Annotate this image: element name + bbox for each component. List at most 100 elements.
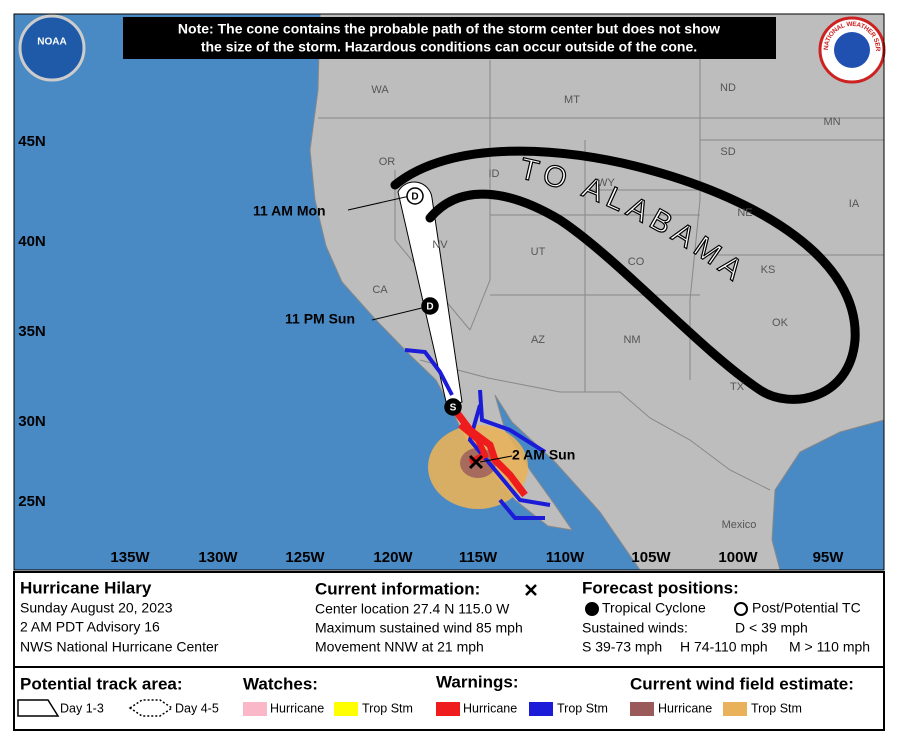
- legend-heading: Watches:: [243, 674, 318, 693]
- region-label: AZ: [531, 334, 545, 346]
- day13-icon: [17, 699, 60, 717]
- note-box: [123, 17, 776, 59]
- region-label: MN: [823, 116, 840, 128]
- watch-ts-swatch: [334, 702, 358, 716]
- forecast-marker: [444, 398, 462, 416]
- lat-label: 45N: [18, 133, 46, 150]
- sustained-winds: Sustained winds:: [582, 620, 688, 636]
- legend-heading: Potential track area:: [20, 674, 183, 693]
- border: [469, 60, 491, 331]
- region-label: Mexico: [722, 519, 757, 531]
- legend-label: Trop Stm: [557, 701, 608, 715]
- noaa-logo: [18, 14, 86, 82]
- region-label: NV: [432, 239, 448, 251]
- forecast-marker: [406, 187, 424, 205]
- map-frame: [13, 13, 885, 571]
- leader-line: [479, 455, 513, 463]
- current-icon: [525, 584, 537, 596]
- marker-letter: D: [411, 192, 418, 203]
- region-label: WY: [597, 177, 615, 189]
- tc-icon: [585, 602, 599, 616]
- legend-label: Day 4-5: [175, 701, 219, 715]
- marker-letter: D: [426, 302, 433, 313]
- forecast-heading: Forecast positions:: [582, 578, 739, 597]
- storm-title: Hurricane Hilary: [20, 578, 152, 597]
- legend-label: Hurricane: [463, 701, 517, 715]
- leaders: [347, 195, 513, 463]
- region-label: OK: [772, 317, 789, 329]
- lon-label: 130W: [198, 549, 238, 566]
- forecast-label: 2 AM Sun: [512, 447, 575, 463]
- wind-hurricane-swatch: [630, 702, 654, 716]
- lon-label: 125W: [285, 549, 325, 566]
- wind-s: S 39-73 mph: [582, 639, 662, 655]
- warn-hurricane-swatch: [436, 702, 460, 716]
- current-heading: Current information:: [315, 579, 480, 598]
- region-label: UT: [531, 246, 546, 258]
- us-mexico-border: [419, 359, 771, 491]
- wind-h: H 74-110 mph: [680, 639, 768, 655]
- legend-label: Hurricane: [270, 701, 324, 715]
- legend-label: Day 1-3: [60, 701, 104, 715]
- post-tc-label: Post/Potential TC: [752, 600, 861, 616]
- region-label: MT: [564, 94, 580, 106]
- noaa-logo-text: NOAA: [37, 37, 66, 48]
- lat-label: 25N: [18, 493, 46, 510]
- region-label: SD: [720, 146, 735, 158]
- lon-label: 110W: [546, 549, 585, 566]
- forecast-label: 11 AM Mon: [253, 203, 326, 219]
- forecast-label: 11 PM Sun: [285, 311, 355, 327]
- wind-d: D < 39 mph: [735, 620, 808, 636]
- wind-ts-swatch: [723, 702, 747, 716]
- legend-label: Hurricane: [658, 701, 712, 715]
- storm-date: Sunday August 20, 2023: [20, 600, 173, 616]
- region-label: ND: [720, 82, 736, 94]
- forecast-marker: [421, 297, 439, 315]
- post-tc-icon: [734, 602, 748, 616]
- region-label: NM: [623, 334, 640, 346]
- region-label: IA: [849, 198, 860, 210]
- current-location: Center location 27.4 N 115.0 W: [315, 601, 510, 617]
- warn-ts-swatch: [529, 702, 553, 716]
- legend-label: Trop Stm: [362, 701, 413, 715]
- lat-label: 40N: [18, 233, 46, 250]
- watch-hurricane-swatch: [243, 702, 267, 716]
- region-label: CA: [372, 284, 388, 296]
- trop-storm-warning: [404, 348, 454, 396]
- forecast-cone: [397, 181, 463, 407]
- region-label: KS: [761, 264, 776, 276]
- marker-letter: S: [450, 403, 457, 414]
- land: [309, 13, 885, 571]
- current-wind: Maximum sustained wind 85 mph: [315, 620, 523, 636]
- lon-label: 105W: [631, 549, 671, 566]
- region-label: WA: [371, 84, 389, 96]
- nws-logo-center: [834, 32, 870, 68]
- day45-icon: [128, 699, 174, 717]
- region-label: NE: [737, 207, 752, 219]
- current-movement: Movement NNW at 21 mph: [315, 639, 484, 655]
- borders: [318, 30, 884, 491]
- lat-label: 30N: [18, 413, 46, 430]
- note-line: Note: The cone contains the probable pat…: [178, 21, 720, 37]
- annotation-loop: [390, 146, 860, 404]
- lat-label: 35N: [18, 323, 46, 340]
- region-label: CO: [628, 256, 645, 268]
- leader-line: [371, 306, 427, 321]
- lon-label: 135W: [110, 549, 150, 566]
- lon-label: 100W: [718, 549, 758, 566]
- current-position: [468, 454, 484, 470]
- lon-label: 115W: [459, 549, 498, 566]
- region-label: OR: [379, 156, 396, 168]
- legend-label: Trop Stm: [751, 701, 802, 715]
- lon-label: 120W: [373, 549, 413, 566]
- legend-heading: Current wind field estimate:: [630, 674, 854, 693]
- border: [689, 30, 701, 380]
- map-labels: 45N 40N 35N 30N 25N 135W 130W 125W 120W 115W 110W 1…: [18, 82, 860, 566]
- region-label: ID: [489, 168, 500, 180]
- legend-heading: Warnings:: [436, 672, 518, 691]
- storm-center: NWS National Hurricane Center: [20, 639, 219, 655]
- hurricane-warning: [452, 407, 528, 498]
- region-label: TX: [730, 381, 745, 393]
- wind-m: M > 110 mph: [789, 639, 870, 655]
